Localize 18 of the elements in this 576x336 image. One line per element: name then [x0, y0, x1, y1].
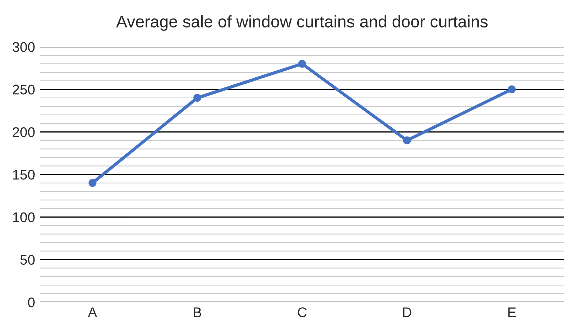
y-tick-label: 100: [13, 212, 35, 222]
y-tick-label: 50: [20, 255, 35, 266]
point: [403, 136, 412, 145]
y-tick-label: 250: [12, 84, 35, 95]
y-tick-label: 300: [12, 42, 35, 52]
y-tick-label: 200: [12, 127, 35, 138]
point: [194, 94, 202, 102]
x-tick-label: B: [194, 308, 202, 318]
y-tick-label: 0: [28, 298, 35, 308]
x-tick-label: E: [508, 308, 516, 318]
chart-title: Average sale of window curtains and door curtains: [116, 16, 488, 32]
y-tick-label: 150: [13, 170, 35, 180]
x-tick-label: A: [88, 308, 98, 318]
point: [298, 60, 306, 68]
point: [508, 86, 516, 94]
point: [88, 179, 97, 188]
x-tick-label: D: [403, 308, 412, 318]
x-tick-label: C: [298, 308, 307, 318]
